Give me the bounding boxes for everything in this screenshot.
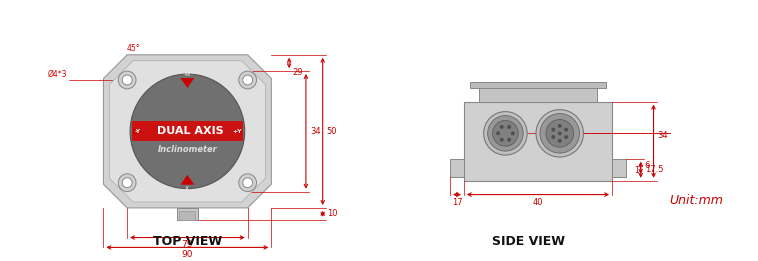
Circle shape: [558, 124, 562, 128]
Polygon shape: [180, 78, 194, 88]
Text: 1: 1: [634, 166, 639, 175]
Polygon shape: [133, 127, 142, 135]
Circle shape: [511, 131, 515, 135]
Circle shape: [500, 138, 503, 142]
Text: 17: 17: [452, 198, 462, 206]
Bar: [132, 121, 243, 141]
Circle shape: [558, 131, 562, 135]
Text: DUAL AXIS: DUAL AXIS: [157, 126, 224, 136]
Circle shape: [507, 138, 511, 142]
Circle shape: [564, 135, 568, 139]
Text: 34: 34: [310, 127, 321, 136]
Circle shape: [118, 174, 136, 192]
Text: Inclinometer: Inclinometer: [158, 145, 218, 154]
Text: 40: 40: [533, 198, 543, 206]
Circle shape: [540, 114, 580, 153]
Text: Unit:mm: Unit:mm: [669, 194, 723, 207]
Circle shape: [487, 116, 523, 151]
Text: +X: +X: [183, 72, 191, 76]
Text: 34: 34: [657, 131, 668, 140]
Bar: [612, 159, 626, 177]
Polygon shape: [109, 61, 265, 202]
Circle shape: [130, 74, 245, 189]
Circle shape: [536, 110, 584, 157]
Circle shape: [551, 128, 556, 132]
Bar: [177, 208, 199, 220]
Text: 50: 50: [327, 127, 337, 136]
Circle shape: [239, 174, 256, 192]
Circle shape: [243, 75, 252, 85]
Circle shape: [484, 112, 527, 155]
Circle shape: [564, 128, 568, 132]
Text: 29: 29: [292, 68, 302, 77]
Text: +Y: +Y: [232, 129, 242, 134]
Bar: [450, 159, 464, 177]
Polygon shape: [103, 55, 271, 208]
Text: SIDE VIEW: SIDE VIEW: [492, 235, 565, 248]
Bar: [180, 211, 196, 220]
Bar: [470, 82, 606, 88]
Circle shape: [551, 135, 556, 139]
Text: 6: 6: [644, 161, 650, 170]
Text: -X: -X: [185, 186, 190, 191]
Circle shape: [118, 71, 136, 89]
Circle shape: [507, 125, 511, 129]
Text: -Y: -Y: [135, 129, 141, 134]
Polygon shape: [180, 175, 194, 185]
Circle shape: [493, 121, 518, 146]
Circle shape: [243, 178, 252, 188]
Circle shape: [558, 139, 562, 143]
Circle shape: [500, 125, 503, 129]
Text: 17.5: 17.5: [644, 165, 663, 174]
Bar: [479, 88, 597, 102]
Bar: [464, 102, 612, 181]
Circle shape: [546, 120, 574, 147]
Circle shape: [122, 75, 132, 85]
Text: TOP VIEW: TOP VIEW: [153, 235, 222, 248]
Circle shape: [496, 131, 500, 135]
Text: 10: 10: [327, 209, 337, 218]
Text: 90: 90: [182, 250, 193, 259]
Circle shape: [239, 71, 256, 89]
Text: 79: 79: [182, 240, 193, 250]
Circle shape: [122, 178, 132, 188]
Text: 45°: 45°: [126, 44, 139, 53]
Text: Ø4*3: Ø4*3: [48, 70, 67, 79]
Polygon shape: [233, 127, 242, 135]
